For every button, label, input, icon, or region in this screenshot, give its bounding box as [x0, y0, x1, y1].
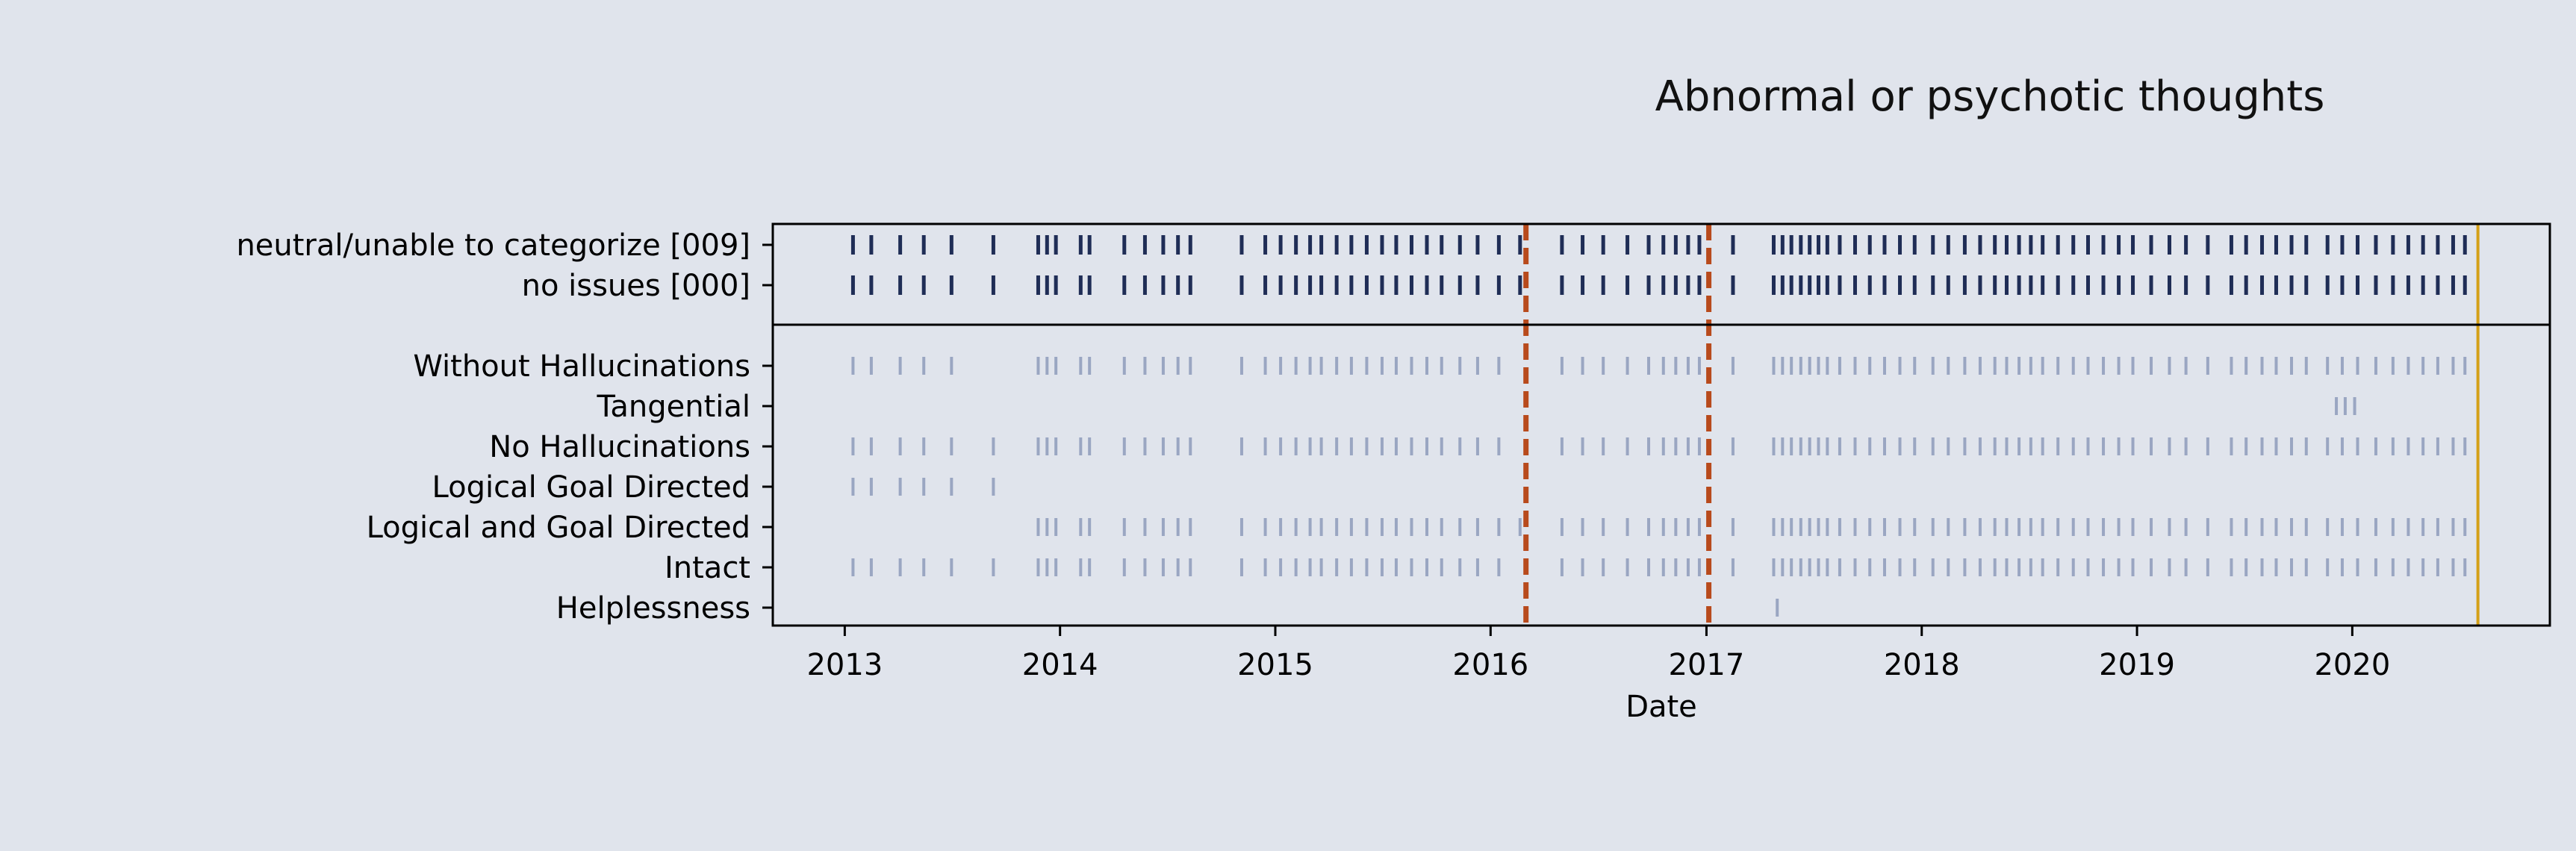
y-label-logical-and-goal-directed: Logical and Goal Directed [367, 511, 750, 545]
x-tick-label-2015: 2015 [1237, 648, 1313, 682]
y-label-intact: Intact [665, 551, 750, 585]
y-label-neutral-unable-to-categorize-009: neutral/unable to categorize [009] [236, 228, 750, 263]
y-label-no-hallucinations: No Hallucinations [489, 430, 750, 464]
y-label-tangential: Tangential [597, 390, 750, 424]
x-tick-label-2017: 2017 [1669, 648, 1745, 682]
x-tick-label-2016: 2016 [1452, 648, 1528, 682]
y-label-helplessness: Helplessness [556, 591, 750, 626]
x-tick-label-2018: 2018 [1884, 648, 1960, 682]
y-label-logical-goal-directed: Logical Goal Directed [432, 470, 750, 505]
x-tick-label-2019: 2019 [2099, 648, 2175, 682]
x-tick-label-2020: 2020 [2314, 648, 2390, 682]
x-tick-label-2014: 2014 [1022, 648, 1098, 682]
chart-title: Abnormal or psychotic thoughts [1655, 72, 2325, 121]
y-label-no-issues-000: no issues [000] [522, 269, 750, 303]
plot-frame [771, 222, 2551, 627]
x-axis-label: Date [1625, 690, 1697, 724]
x-tick-label-2013: 2013 [806, 648, 883, 682]
y-label-without-hallucinations: Without Hallucinations [413, 349, 750, 384]
